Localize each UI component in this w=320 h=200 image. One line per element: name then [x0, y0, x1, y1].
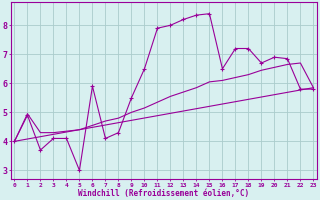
X-axis label: Windchill (Refroidissement éolien,°C): Windchill (Refroidissement éolien,°C) [78, 189, 250, 198]
